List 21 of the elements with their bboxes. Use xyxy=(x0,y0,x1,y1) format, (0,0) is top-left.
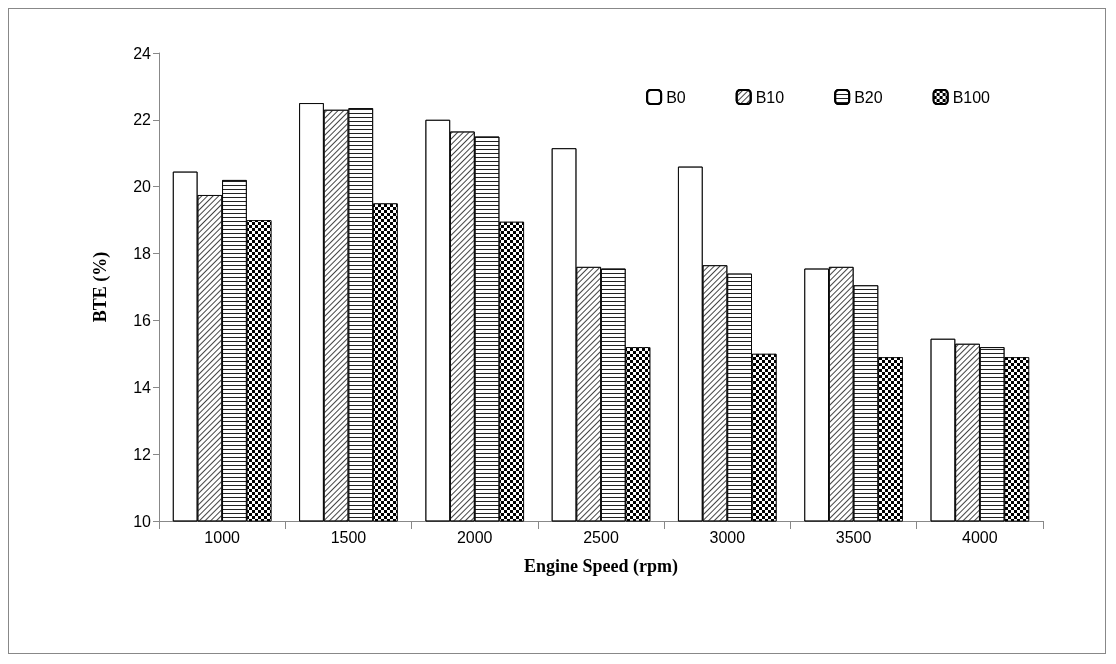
y-tick-label: 14 xyxy=(133,378,152,396)
x-tick-label: 2500 xyxy=(583,528,619,546)
y-tick-label: 18 xyxy=(133,245,152,263)
legend-label: B0 xyxy=(666,88,686,106)
legend-label: B10 xyxy=(755,88,785,106)
x-tick-label: 4000 xyxy=(962,528,998,546)
x-tick-label: 1500 xyxy=(330,528,367,546)
y-tick-label: 24 xyxy=(133,44,152,62)
y-tick-label: 22 xyxy=(133,111,152,129)
x-tick-label: 3000 xyxy=(709,528,746,546)
y-tick-label: 10 xyxy=(133,512,152,530)
y-tick-label: 16 xyxy=(133,311,152,329)
x-tick-label: 1000 xyxy=(204,528,241,546)
x-axis-title: Engine Speed (rpm) xyxy=(523,556,679,577)
y-tick-label: 20 xyxy=(133,178,152,196)
y-tick-label: 12 xyxy=(133,445,152,463)
legend-label: B20 xyxy=(854,88,883,106)
x-tick-label: 3500 xyxy=(835,528,872,546)
x-tick-label: 2000 xyxy=(456,528,493,546)
y-axis-title: BTE (%) xyxy=(90,251,111,323)
legend-label: B100 xyxy=(952,88,991,106)
